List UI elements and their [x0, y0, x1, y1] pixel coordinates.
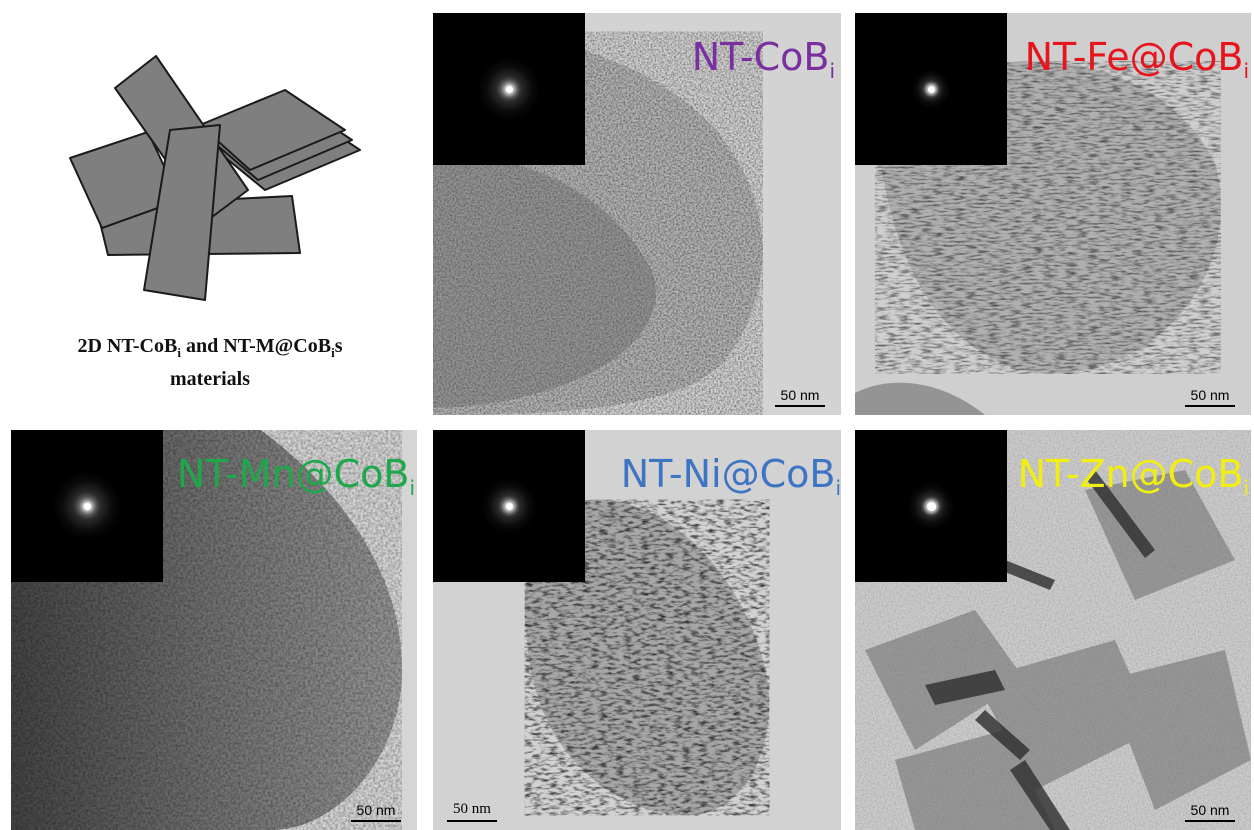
scale-bar: 50 nm: [447, 801, 497, 822]
panel-label-subscript: i: [1243, 59, 1249, 83]
panel-label: NT-Ni@CoBi: [621, 452, 841, 500]
panel-label-text: NT-Ni@CoB: [620, 452, 836, 496]
panel-label: NT-CoBi: [692, 35, 835, 83]
scale-bar-label: 50 nm: [1190, 387, 1230, 403]
caption-line1-prefix: 2D NT-CoB: [77, 335, 178, 357]
panel-label-subscript: i: [835, 476, 841, 500]
caption-subscript: i: [331, 345, 335, 360]
panel-label: NT-Mn@CoBi: [177, 452, 415, 500]
tem-image: [524, 499, 770, 816]
tem-panel-zn-cobi: NT-Zn@CoBi 50 nm: [855, 430, 1251, 830]
panel-label-text: NT-Fe@CoB: [1024, 35, 1244, 79]
nanosheet-schematic: [69, 55, 361, 301]
panel-label-subscript: i: [409, 476, 415, 500]
caption-subscript: i: [177, 345, 181, 360]
sheet: [199, 89, 346, 171]
caption-line2: materials: [170, 368, 250, 390]
scale-bar-label: 50 nm: [780, 387, 820, 403]
scale-bar-label: 50 nm: [1190, 802, 1230, 818]
scale-bar: 50 nm: [351, 802, 401, 822]
saed-pattern-inset: [433, 13, 585, 165]
panel-label-text: NT-CoB: [691, 35, 830, 79]
panel-label: NT-Fe@CoBi: [1025, 35, 1249, 83]
panel-label-text: NT-Mn@CoB: [176, 452, 410, 496]
panel-label-subscript: i: [1243, 476, 1249, 500]
scale-bar-label: 50 nm: [356, 802, 396, 818]
scale-bar: 50 nm: [775, 387, 825, 407]
tem-panel-ni-cobi: NT-Ni@CoBi 50 nm: [433, 430, 841, 830]
saed-pattern-inset: [855, 430, 1007, 582]
saed-pattern-inset: [855, 13, 1007, 165]
panel-label: NT-Zn@CoBi: [1018, 452, 1249, 500]
tem-panel-cobi: NT-CoBi 50 nm: [433, 13, 841, 415]
saed-pattern-inset: [433, 430, 585, 582]
tem-panel-mn-cobi: NT-Mn@CoBi 50 nm: [11, 430, 417, 830]
caption-suffix: s: [334, 335, 343, 357]
sheet: [143, 124, 221, 301]
tem-panel-fe-cobi: NT-Fe@CoBi 50 nm: [855, 13, 1251, 415]
scale-bar: 50 nm: [1185, 802, 1235, 822]
scale-bar-label: 50 nm: [453, 801, 491, 817]
schematic-caption: 2D NT-CoBi and NT-M@CoBis materials: [0, 333, 420, 392]
caption-mid: and NT-M@CoB: [180, 335, 332, 357]
panel-label-subscript: i: [829, 59, 835, 83]
saed-pattern-inset: [11, 430, 163, 582]
scale-bar: 50 nm: [1185, 387, 1235, 407]
panel-label-text: NT-Zn@CoB: [1017, 452, 1244, 496]
